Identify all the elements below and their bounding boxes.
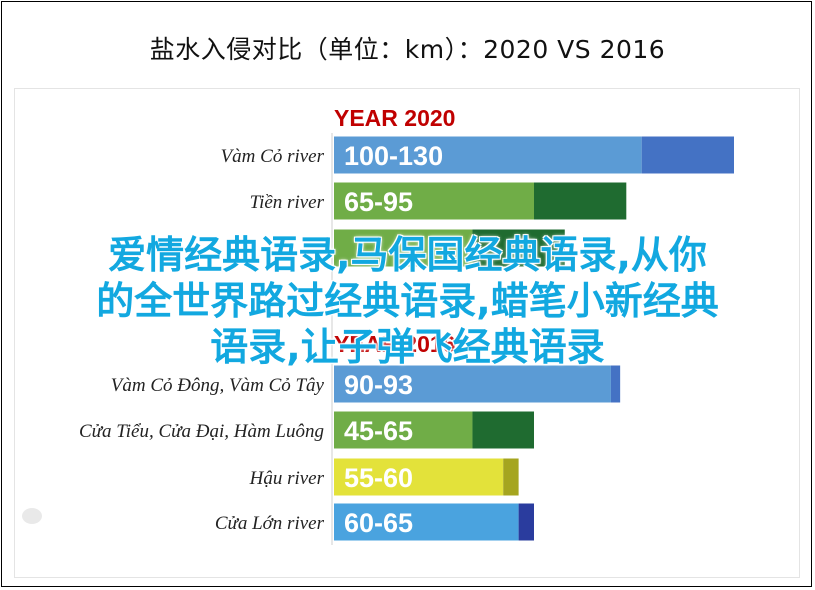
bar-min-0-2: [334, 229, 473, 267]
bar-min-0-0: [334, 136, 642, 174]
bar-min-0-1: [334, 182, 534, 220]
bar-range-1-3: [518, 503, 534, 541]
bar-range-0-2: [472, 229, 565, 267]
category-label-1-1: Cửa Tiểu, Cửa Đại, Hàm Luông: [79, 421, 324, 442]
bar-range-1-1: [472, 411, 534, 449]
category-label-1-2: Hậu river: [249, 468, 325, 489]
overlay-text-line-3: 语录,让子弹飞经典语录: [210, 325, 605, 369]
bar-range-0-0: [641, 136, 734, 174]
bar-min-1-0: [334, 365, 611, 403]
bar-label-1-1: 45-65: [344, 416, 413, 446]
bar-min-1-2: [334, 458, 504, 496]
bar-label-0-1: 65-95: [344, 187, 413, 217]
bar-range-0-1: [534, 182, 627, 220]
bar-label-1-2: 55-60: [344, 463, 413, 493]
group-heading-1: YEAR 2016: [334, 331, 455, 357]
overlay-text-line-1: 爱情经典语录,马保国经典语录,从你: [108, 233, 707, 277]
bar-range-1-0: [610, 365, 621, 403]
category-label-1-3: Cửa Lớn river: [215, 513, 325, 534]
category-label-0-0: Vàm Cỏ river: [221, 146, 325, 167]
watermark-mark: [22, 508, 42, 524]
group-heading-0: YEAR 2020: [334, 105, 455, 131]
category-label-0-1: Tiền river: [250, 192, 325, 213]
bar-min-1-3: [334, 503, 519, 541]
bar-label-0-0: 100-130: [344, 141, 443, 171]
category-label-1-0: Vàm Cỏ Đông, Vàm Cỏ Tây: [111, 375, 325, 396]
chart-title: 盐水入侵对比（单位：km）：2020 VS 2016: [149, 35, 666, 64]
bar-label-1-3: 60-65: [344, 508, 413, 538]
bar-label-1-0: 90-93: [344, 370, 413, 400]
overlay-text-line-2: 的全世界路过经典语录,蜡笔小新经典: [96, 279, 719, 323]
bar-min-1-1: [334, 411, 473, 449]
bar-range-1-2: [503, 458, 519, 496]
